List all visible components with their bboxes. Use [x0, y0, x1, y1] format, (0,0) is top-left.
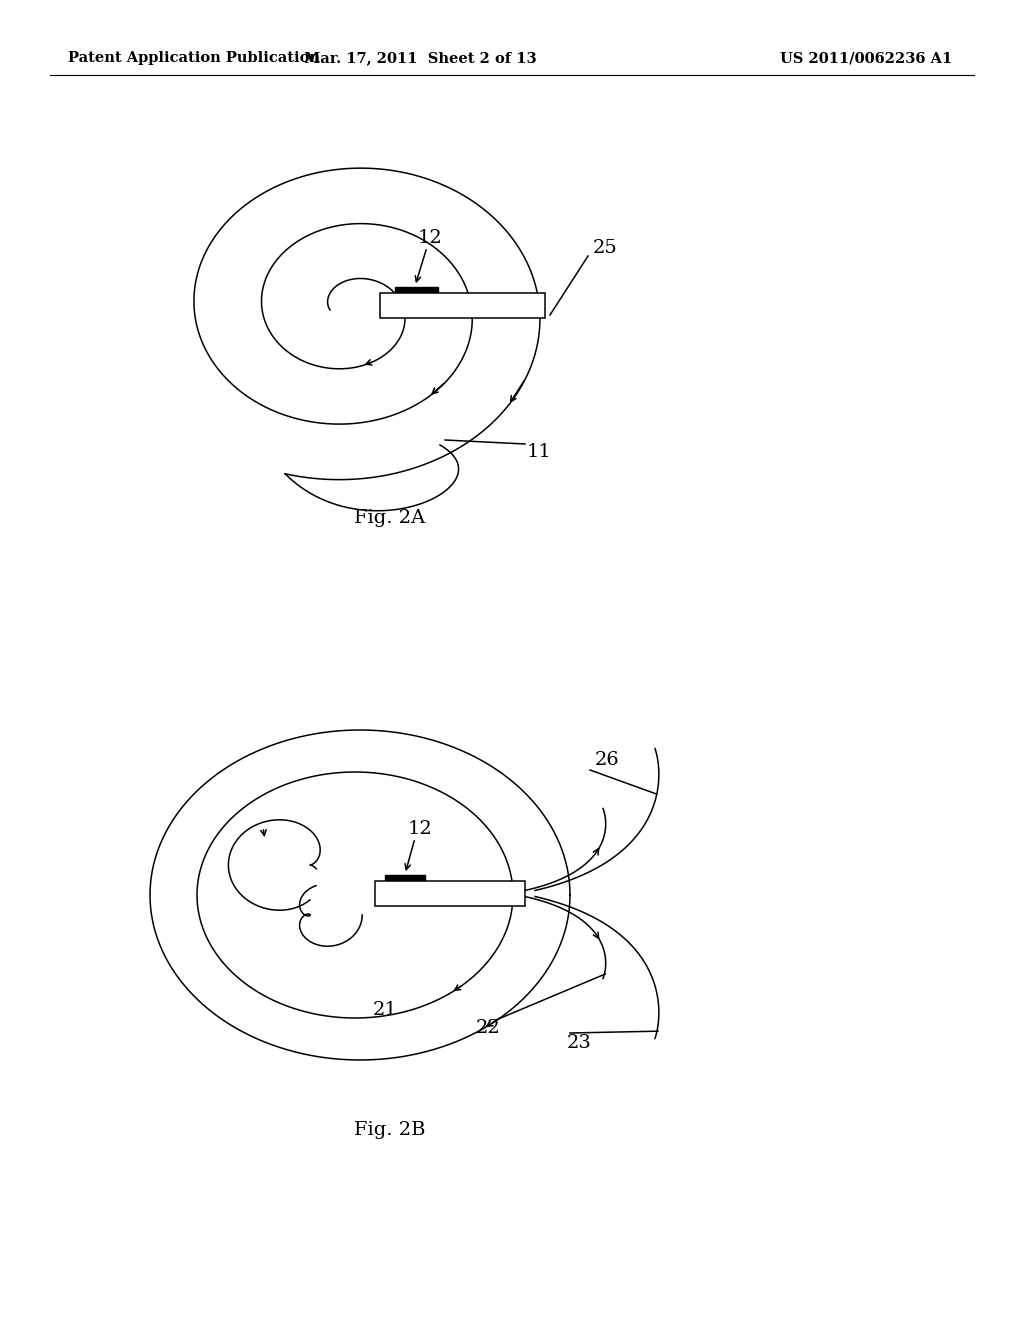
Text: Mar. 17, 2011  Sheet 2 of 13: Mar. 17, 2011 Sheet 2 of 13: [304, 51, 537, 65]
Text: 26: 26: [595, 751, 620, 770]
Text: Patent Application Publication: Patent Application Publication: [68, 51, 319, 65]
Polygon shape: [385, 875, 425, 880]
Bar: [380, 293, 545, 318]
Text: 23: 23: [567, 1034, 592, 1052]
Bar: [375, 880, 525, 906]
Text: US 2011/0062236 A1: US 2011/0062236 A1: [780, 51, 952, 65]
Text: Fig. 2A: Fig. 2A: [354, 510, 426, 527]
Text: 11: 11: [527, 444, 552, 461]
Text: 21: 21: [373, 1001, 397, 1019]
Text: 25: 25: [593, 239, 617, 257]
Polygon shape: [395, 286, 438, 292]
Text: 12: 12: [408, 820, 432, 838]
Text: 12: 12: [418, 228, 442, 247]
Text: 22: 22: [475, 1019, 501, 1038]
Text: Fig. 2B: Fig. 2B: [354, 1121, 426, 1139]
